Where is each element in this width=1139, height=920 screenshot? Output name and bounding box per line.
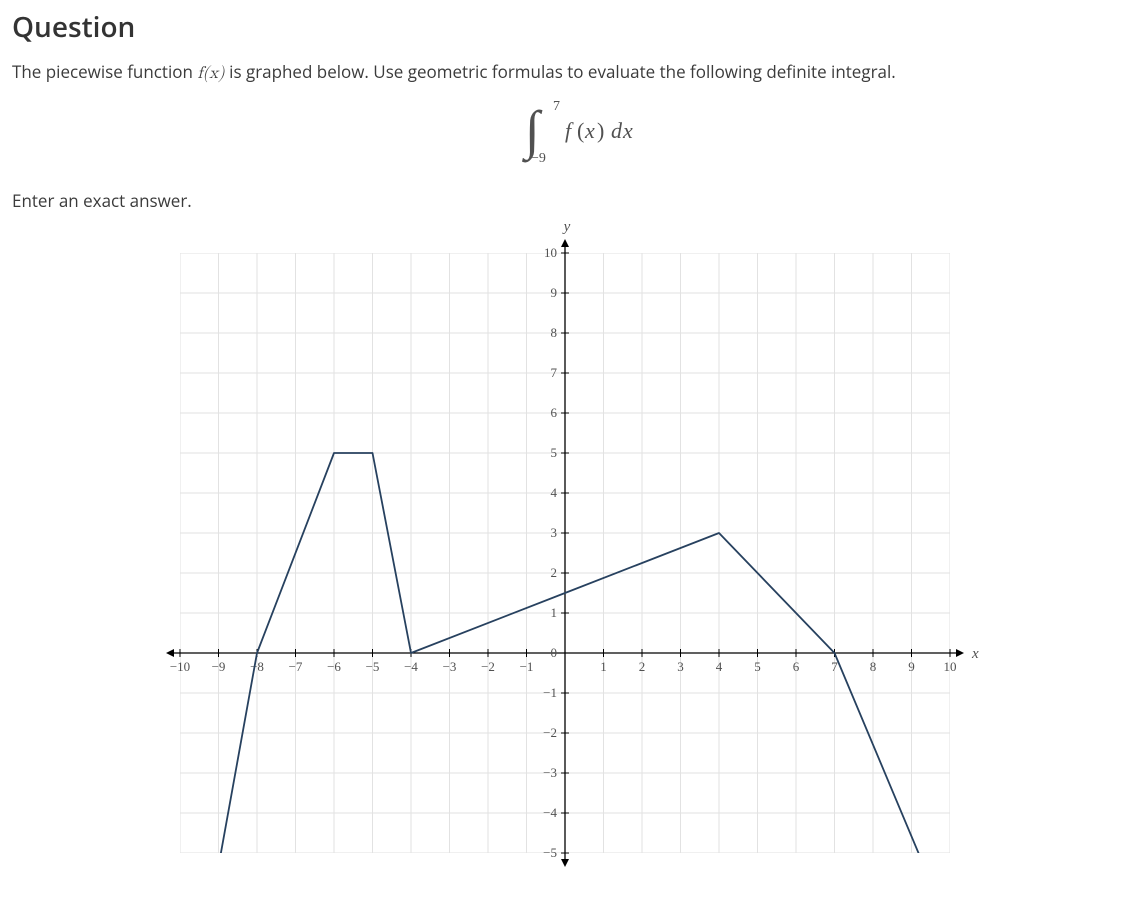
- prompt-pre: The piecewise function: [12, 60, 197, 83]
- svg-text:−5: −5: [365, 659, 379, 674]
- prompt-post: is graphed below. Use geometric formulas…: [225, 60, 896, 83]
- svg-text:9: 9: [550, 285, 557, 300]
- svg-text:): ): [597, 118, 604, 143]
- integral-d: d: [611, 118, 623, 143]
- svg-text:−2: −2: [543, 725, 557, 740]
- svg-text:−6: −6: [327, 659, 341, 674]
- svg-text:−2: −2: [481, 659, 495, 674]
- chart-container: −10−9−8−7−6−5−4−3−2−112345678910−5−4−3−2…: [12, 223, 1127, 873]
- svg-text:−1: −1: [543, 685, 557, 700]
- svg-text:5: 5: [754, 659, 761, 674]
- svg-text:7: 7: [550, 365, 557, 380]
- svg-text:4: 4: [550, 485, 557, 500]
- svg-text:4: 4: [715, 659, 722, 674]
- integral-upper: 7: [553, 99, 560, 114]
- svg-text:−5: −5: [543, 845, 557, 860]
- svg-text:0: 0: [550, 645, 557, 660]
- svg-text:x: x: [971, 646, 979, 662]
- svg-text:−3: −3: [442, 659, 456, 674]
- svg-text:−1: −1: [519, 659, 533, 674]
- svg-text:2: 2: [550, 565, 557, 580]
- enter-exact-text: Enter an exact answer.: [12, 189, 1127, 213]
- svg-text:y: y: [561, 223, 570, 235]
- svg-text:6: 6: [550, 405, 557, 420]
- prompt-fn: f(x): [197, 65, 224, 82]
- integral-svg: ∫ 7 −9 f ( x ) d x: [495, 96, 645, 166]
- svg-text:9: 9: [908, 659, 915, 674]
- integral-f: f: [565, 118, 574, 143]
- svg-text:10: 10: [544, 245, 557, 260]
- svg-text:−4: −4: [543, 805, 557, 820]
- svg-text:(: (: [577, 118, 584, 143]
- svg-text:3: 3: [550, 525, 557, 540]
- svg-text:−4: −4: [404, 659, 418, 674]
- svg-text:−3: −3: [543, 765, 557, 780]
- question-heading: Question: [12, 8, 1127, 46]
- svg-text:8: 8: [550, 325, 557, 340]
- svg-text:−9: −9: [211, 659, 225, 674]
- svg-text:−8: −8: [250, 659, 264, 674]
- svg-text:1: 1: [550, 605, 557, 620]
- prompt-text: The piecewise function f(x) is graphed b…: [12, 60, 1127, 86]
- svg-text:8: 8: [869, 659, 876, 674]
- svg-text:−10: −10: [169, 659, 189, 674]
- integral-x: x: [584, 118, 595, 143]
- integral-dx: x: [622, 118, 633, 143]
- integral-lower: −9: [531, 151, 546, 166]
- svg-text:10: 10: [943, 659, 956, 674]
- svg-text:5: 5: [550, 445, 557, 460]
- svg-text:−7: −7: [288, 659, 302, 674]
- svg-text:3: 3: [677, 659, 684, 674]
- piecewise-chart: −10−9−8−7−6−5−4−3−2−112345678910−5−4−3−2…: [160, 223, 980, 873]
- svg-text:6: 6: [792, 659, 799, 674]
- integral-expression: ∫ 7 −9 f ( x ) d x: [12, 96, 1127, 171]
- svg-text:1: 1: [600, 659, 607, 674]
- svg-text:2: 2: [638, 659, 645, 674]
